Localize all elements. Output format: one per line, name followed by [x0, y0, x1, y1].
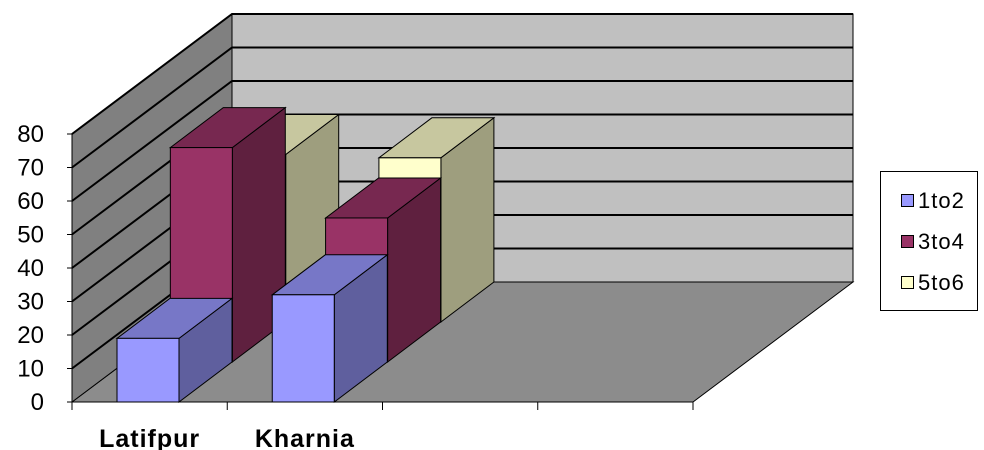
y-tick-label-40: 40 [17, 255, 44, 282]
gridline-70 [71, 46, 853, 169]
y-tick-label-30: 30 [17, 289, 44, 316]
legend-item-1to2: 1to2 [881, 180, 977, 221]
y-tick-label-80: 80 [17, 121, 44, 148]
y-tick-label-10: 10 [17, 356, 44, 383]
legend-swatch-5to6 [901, 276, 914, 289]
x-tick-label-latifpur: Latifpur [99, 425, 200, 450]
legend-swatch-3to4 [901, 235, 914, 248]
y-tick-label-50: 50 [17, 222, 44, 249]
y-tick-label-20: 20 [17, 322, 44, 349]
legend-label-1to2: 1to2 [918, 187, 965, 213]
bar-1to2-kharnia [271, 294, 335, 403]
y-tick-label-60: 60 [17, 188, 44, 215]
legend-label-5to6: 5to6 [918, 269, 965, 295]
legend: 1to2 3to4 5to6 [880, 171, 978, 311]
gridline-60 [71, 80, 853, 202]
gridline-80 [71, 13, 853, 135]
y-tick-label-0: 0 [31, 389, 44, 416]
legend-item-5to6: 5to6 [881, 262, 977, 303]
legend-item-3to4: 3to4 [881, 221, 977, 262]
bar-1to2-latifpur [116, 337, 180, 403]
legend-label-3to4: 3to4 [918, 228, 965, 254]
legend-swatch-1to2 [901, 194, 914, 207]
chart-axes: 0 10 20 30 40 50 60 70 80 Latifpur Kharnia [17, 121, 694, 450]
y-tick-label-70: 70 [17, 155, 44, 182]
chart-bars [115, 106, 496, 404]
x-tick-label-kharnia: Kharnia [255, 425, 355, 450]
